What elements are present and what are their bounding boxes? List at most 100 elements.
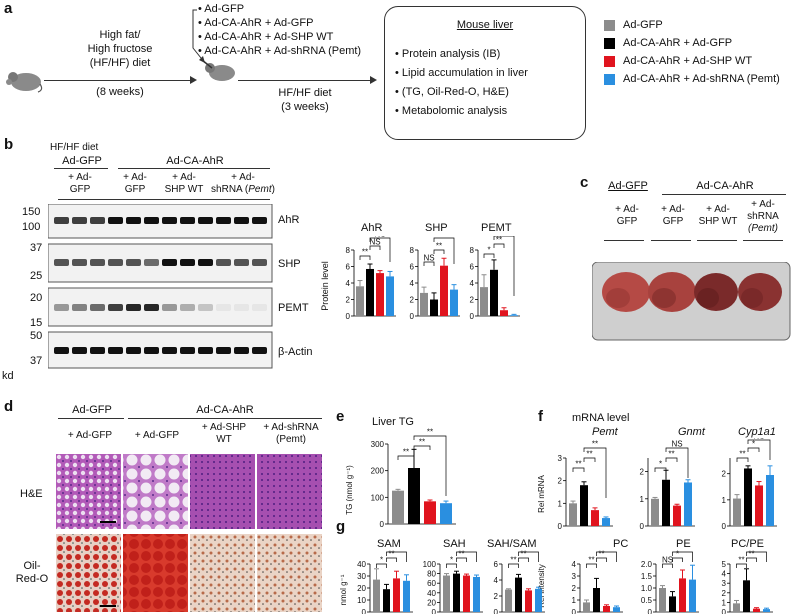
y-tick-label: 100: [423, 560, 437, 569]
bar: [591, 510, 599, 526]
protein-chart-title-shp: SHP: [425, 222, 448, 234]
legend-label: Ad-CA-AhR + Ad-shRNA (Pemt): [623, 73, 780, 85]
sig-label: **: [598, 550, 604, 559]
blot-band: [180, 347, 195, 354]
sig-bracket: [596, 551, 617, 562]
blot-band: [72, 259, 87, 266]
sig-bracket: [518, 551, 539, 562]
liver-photo: [592, 262, 791, 341]
legend-label: Ad-GFP: [623, 19, 663, 31]
bar: [733, 603, 740, 612]
panel-d-label: d: [4, 398, 14, 415]
legend-swatch: [604, 19, 615, 31]
blot-band: [72, 304, 87, 311]
y-tick-label: 1.5: [641, 572, 653, 581]
sig-bracket: [413, 435, 447, 496]
y-tick-label: 4: [346, 279, 351, 288]
bar: [743, 580, 750, 612]
bar: [583, 602, 590, 612]
sig-label: **: [592, 440, 598, 449]
bar: [420, 292, 428, 316]
blot-band: [252, 217, 267, 224]
sig-bracket: [413, 445, 431, 450]
y-tick-label: 0: [722, 608, 727, 614]
sig-bracket: [376, 563, 387, 568]
bar: [733, 498, 741, 526]
sig-bracket: [483, 253, 495, 258]
blot-band: [90, 217, 105, 224]
blot-band: [144, 304, 159, 311]
sig-label: **: [586, 450, 592, 459]
blot-label-pemt: PEMT: [278, 302, 309, 314]
sig-bracket: [359, 255, 371, 260]
blot-band: [108, 304, 123, 311]
sig-bracket: [586, 563, 597, 568]
kd-label: kd: [2, 370, 14, 382]
panel-c-label: c: [580, 174, 589, 191]
sig-label: **: [436, 242, 442, 251]
y-tick-label: 0: [722, 522, 727, 531]
sig-label: **: [510, 556, 516, 565]
y-axis-label: Protein level: [320, 261, 330, 311]
y-tick-label: 0: [640, 522, 645, 531]
y-tick-label: 10: [357, 596, 366, 605]
y-tick-label: 6: [346, 263, 351, 272]
protein-level-chart: Protein level024680246802468**NSNSNS****…: [320, 236, 520, 321]
bar: [684, 482, 692, 526]
y-tick-label: 4: [410, 279, 415, 288]
blot-band: [234, 217, 249, 224]
mw-marker: 37: [30, 355, 43, 367]
sig-bracket: [747, 439, 771, 460]
y-axis-label: nmol g⁻¹: [339, 574, 348, 605]
legend-swatch: [604, 55, 615, 67]
sig-label: **: [668, 450, 674, 459]
blot-band: [90, 347, 105, 354]
y-tick-label: 2.0: [641, 560, 653, 569]
blot-band: [180, 217, 195, 224]
blot-label-shp: SHP: [278, 258, 301, 270]
blot-band: [180, 259, 195, 266]
y-tick-label: 300: [371, 440, 385, 449]
bar: [744, 468, 752, 526]
mouse-liver-box: Mouse liver • Protein analysis (IB) • Li…: [384, 6, 586, 140]
sig-label: **: [362, 248, 368, 257]
group-line: [54, 168, 108, 169]
blot-label-actin: β-Actin: [278, 346, 313, 358]
box-item: Protein analysis (IB): [401, 48, 501, 60]
sig-label: **: [419, 438, 425, 447]
sig-bracket: [456, 551, 477, 562]
bar: [424, 501, 436, 524]
sig-label: NS: [662, 556, 673, 565]
bar: [383, 589, 390, 612]
g-title: SAH/SAM: [487, 538, 537, 550]
liver-group-1: Ad-GFP: [608, 180, 648, 192]
sig-bracket: [456, 557, 467, 562]
sig-bracket: [747, 447, 760, 452]
sig-bracket: [518, 557, 529, 562]
y-tick-label: 6: [494, 560, 499, 569]
bar: [689, 579, 696, 612]
y-tick-label: 20: [427, 598, 436, 607]
injection-item: • Ad-GFP: [198, 3, 245, 15]
y-tick-label: 60: [427, 579, 436, 588]
sig-bracket: [433, 237, 455, 264]
bar: [403, 580, 410, 612]
sig-bracket: [672, 551, 693, 562]
y-tick-label: 0: [470, 312, 475, 321]
bar: [753, 608, 760, 612]
injection-item: • Ad-CA-AhR + Ad-SHP WT: [198, 31, 334, 43]
blot-band: [252, 347, 267, 354]
y-tick-label: 0: [494, 608, 499, 614]
diet-line-1: High fat/: [99, 29, 141, 41]
histo-group-2: Ad-CA-AhR: [196, 404, 254, 416]
blot-band: [108, 347, 123, 354]
mw-marker: 25: [30, 270, 43, 282]
blot-band: [252, 259, 267, 266]
y-tick-label: 4: [470, 279, 475, 288]
mw-marker: 37: [30, 242, 43, 254]
y-tick-label: 1: [572, 596, 577, 605]
blot-band: [234, 347, 249, 354]
y-tick-label: 5: [722, 560, 727, 569]
box-item: (TG, Oil-Red-O, H&E): [401, 86, 509, 98]
